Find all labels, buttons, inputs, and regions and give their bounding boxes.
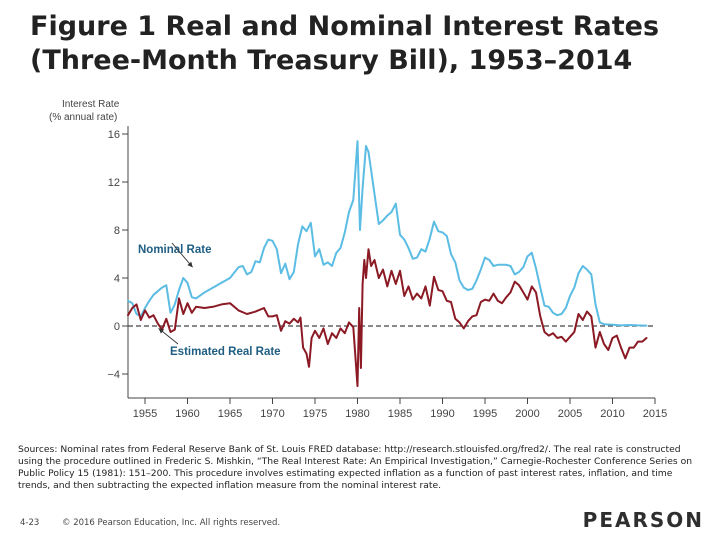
page-title: Figure 1 Real and Nominal Interest Rates…	[30, 10, 710, 78]
y-axis-title-line-2: (% annual rate)	[49, 112, 117, 123]
x-tick-label: 1970	[260, 408, 284, 420]
title-line-1: Figure 1 Real and Nominal Interest Rates	[30, 11, 660, 42]
x-tick-label: 1975	[303, 408, 327, 420]
interest-rate-chart: −4 0 4 8 12 16 1955 1960 1965 1970 1975 1980 1985 199…	[49, 99, 667, 420]
x-tick-label: 2015	[643, 408, 667, 420]
x-tick-label: 1965	[218, 408, 242, 420]
y-tick-label: 16	[108, 129, 120, 141]
nominal-rate-leader	[171, 242, 193, 268]
axes-group: −4 0 4 8 12 16 1955 1960 1965 1970 1975 1980 1985 199…	[49, 99, 667, 420]
y-axis-title-line-1: Interest Rate	[62, 99, 120, 110]
x-tick-label: 1995	[473, 408, 497, 420]
x-tick-label: 1960	[175, 408, 199, 420]
pearson-logo: PEARSON	[582, 508, 704, 532]
nominal-rate-line	[127, 140, 648, 327]
y-tick-label: −4	[107, 369, 120, 381]
slide-number: 4-23	[20, 518, 40, 528]
copyright-notice: © 2016 Pearson Education, Inc. All right…	[62, 518, 281, 528]
y-tick-label: 4	[114, 273, 120, 285]
x-tick-label: 2000	[515, 408, 539, 420]
footer: 4-23 © 2016 Pearson Education, Inc. All …	[0, 508, 720, 540]
x-tick-label: 1980	[345, 408, 369, 420]
sources-note: Sources: Nominal rates from Federal Rese…	[18, 444, 693, 491]
x-tick-label: 2005	[558, 408, 582, 420]
y-tick-label: 8	[114, 225, 120, 237]
real-rate-arrowhead	[158, 328, 165, 334]
title-line-2: (Three-Month Treasury Bill), 1953–2014	[30, 45, 633, 76]
y-tick-label: 0	[114, 321, 120, 333]
series-lines	[127, 140, 648, 387]
chart-annotations: Nominal Rate Estimated Real Rate	[138, 242, 281, 358]
x-tick-label: 1990	[430, 408, 454, 420]
nominal-rate-label: Nominal Rate	[138, 244, 212, 256]
x-tick-label: 1985	[388, 408, 412, 420]
y-tick-label: 12	[108, 177, 120, 189]
nominal-rate-arrowhead	[187, 261, 193, 268]
real-rate-line	[127, 248, 648, 387]
real-rate-label: Estimated Real Rate	[170, 346, 281, 358]
x-tick-label: 2010	[600, 408, 624, 420]
x-tick-label: 1955	[133, 408, 157, 420]
